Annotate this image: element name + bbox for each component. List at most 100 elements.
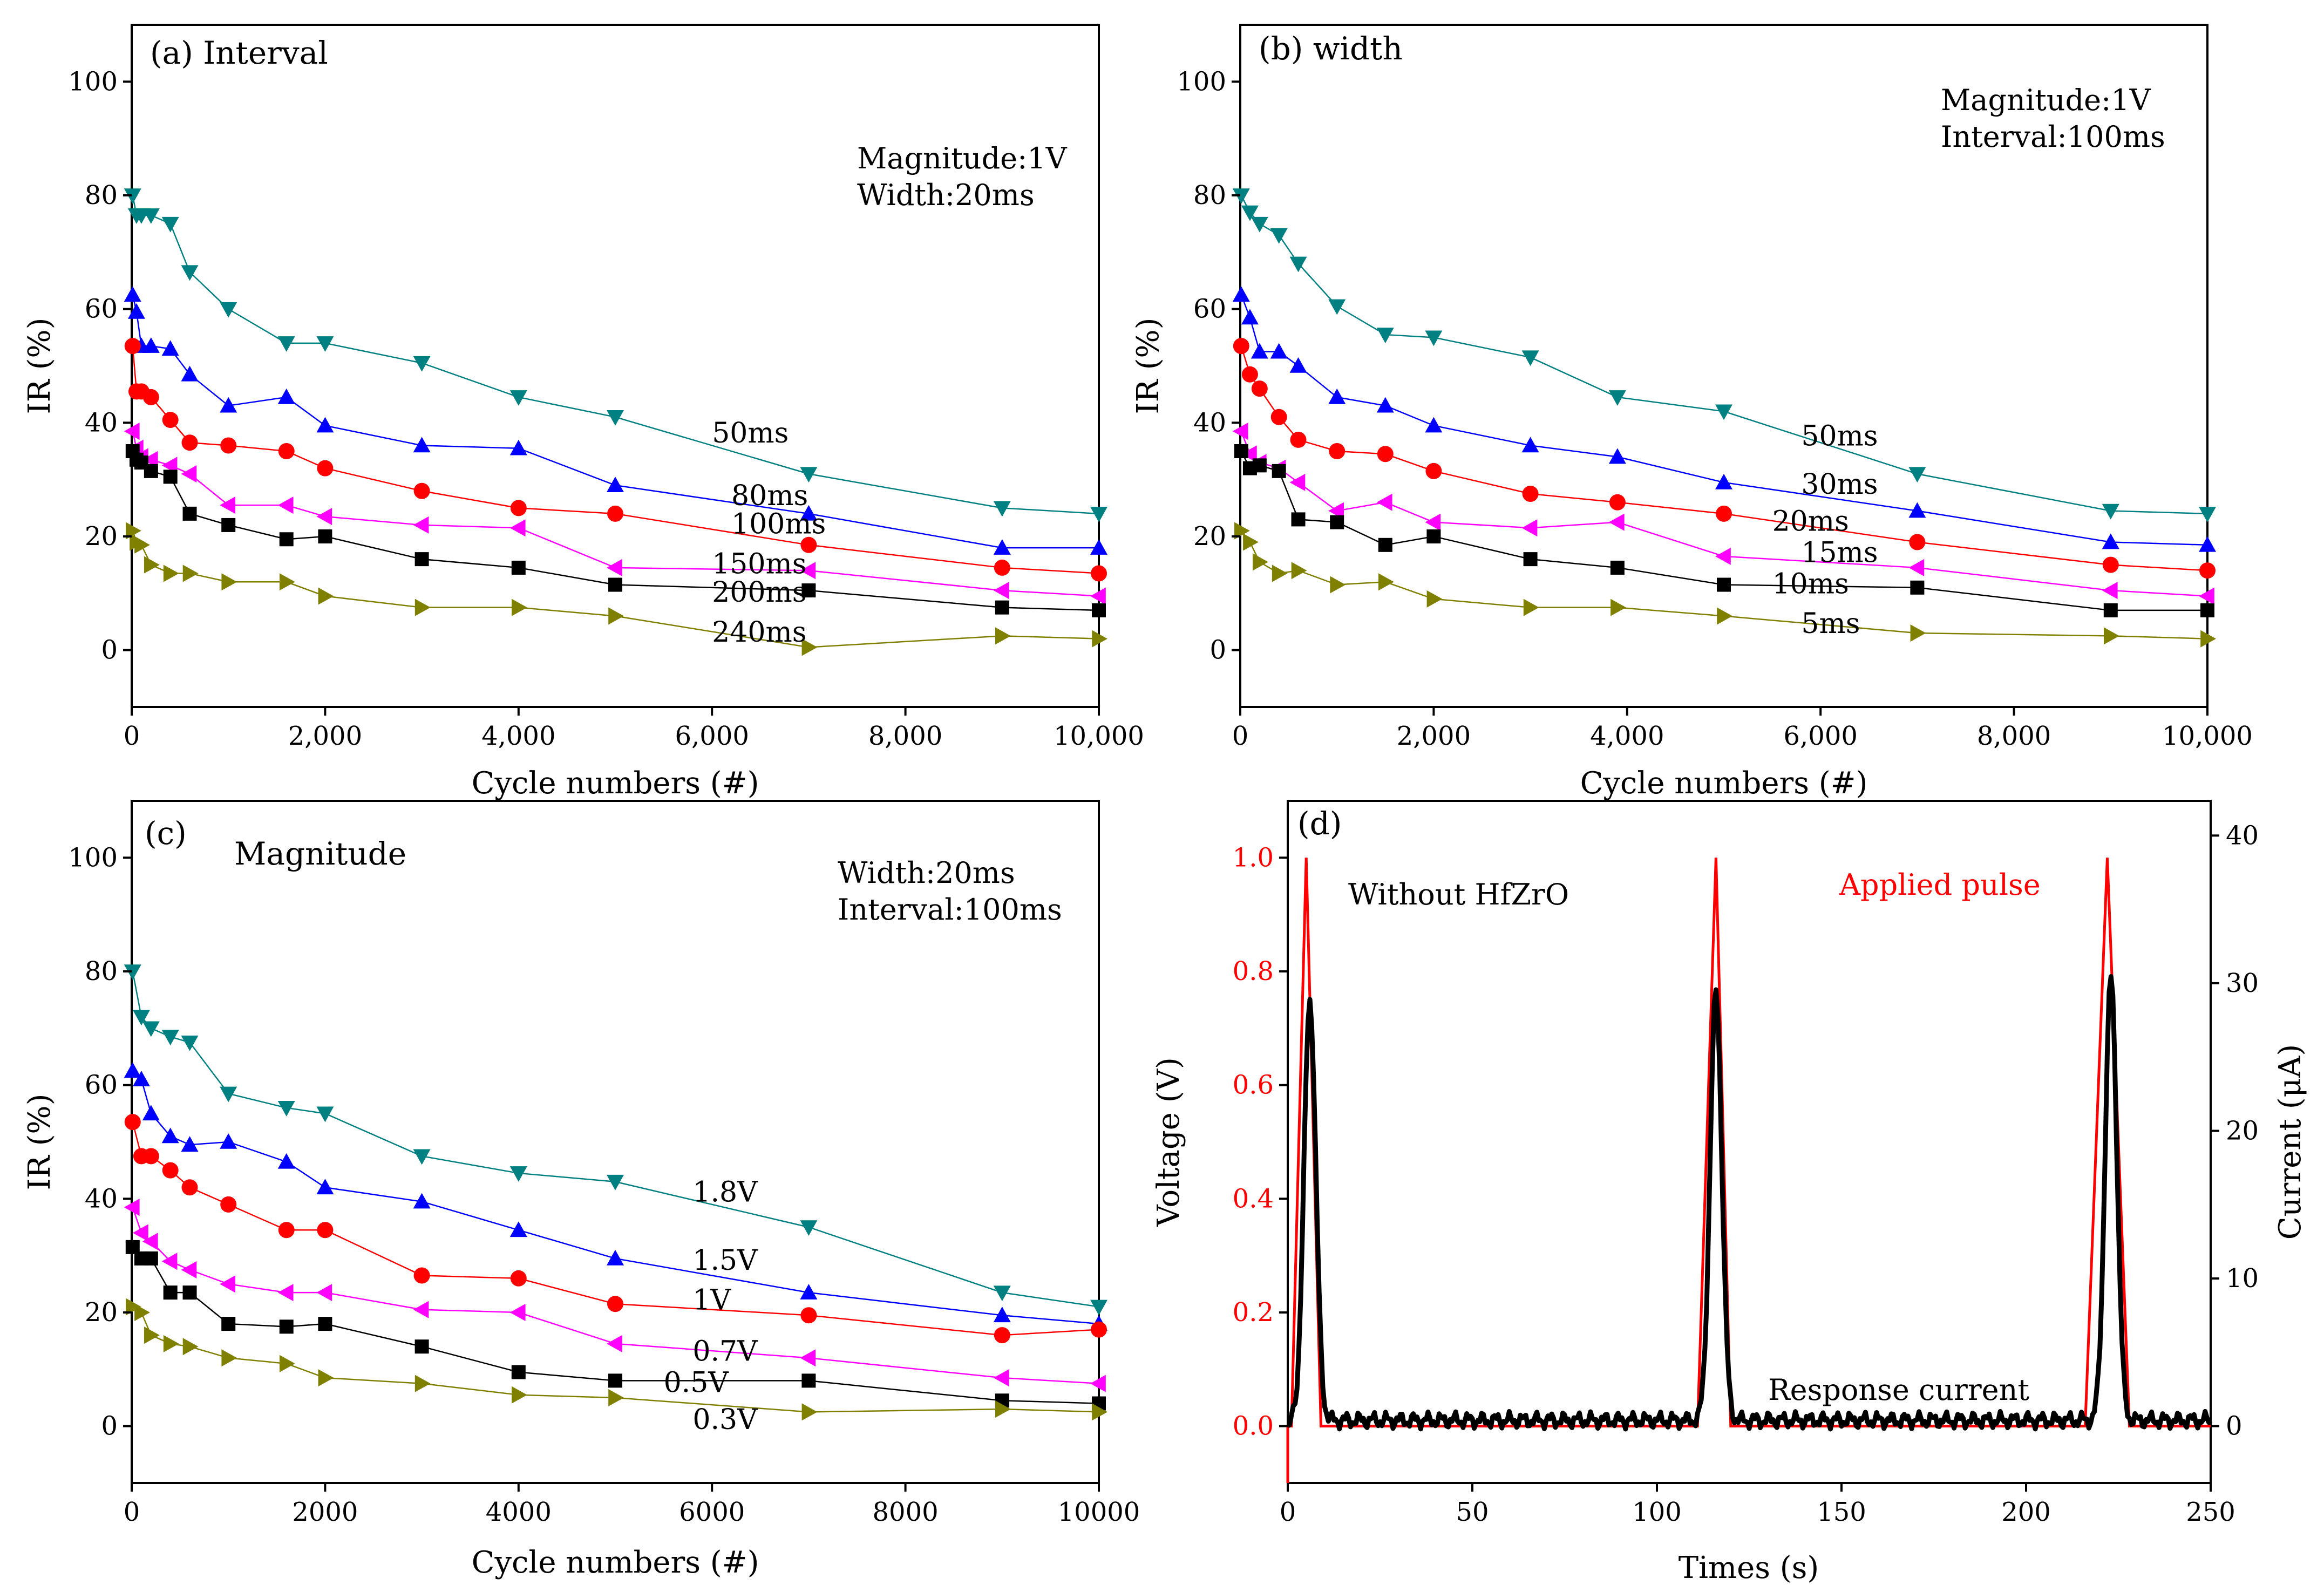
panel-d-y-tick-label: 1.0 bbox=[1233, 842, 1274, 873]
data-point-100ms bbox=[994, 559, 1010, 576]
panel-b-x-tick-label: 6,000 bbox=[1783, 721, 1857, 751]
panel-c-y-tick-label: 0 bbox=[101, 1411, 118, 1441]
data-point-5ms bbox=[1523, 598, 1539, 616]
panel-a-x-tick-label: 2,000 bbox=[288, 721, 362, 751]
data-point-05V bbox=[163, 1285, 178, 1300]
data-point-50ms bbox=[1241, 205, 1259, 221]
data-point-03V bbox=[134, 1304, 150, 1321]
panel-c-y-axis-label: IR (%) bbox=[22, 1094, 57, 1190]
panel-b-x-tick-label: 0 bbox=[1232, 721, 1249, 751]
data-point-150ms bbox=[316, 508, 332, 526]
data-point-15V bbox=[124, 1062, 141, 1078]
data-point-15ms bbox=[2102, 582, 2118, 600]
data-point-07V bbox=[161, 1253, 178, 1270]
data-point-07V bbox=[413, 1301, 429, 1318]
data-point-20ms bbox=[1425, 462, 1442, 479]
data-point-05V bbox=[801, 1373, 816, 1388]
data-point-05V bbox=[221, 1317, 236, 1331]
data-point-1V bbox=[510, 1270, 527, 1287]
data-point-200ms bbox=[163, 470, 178, 484]
data-point-240ms bbox=[279, 573, 295, 591]
data-point-50ms bbox=[1289, 256, 1307, 273]
series-label-18V: 1.8V bbox=[692, 1176, 758, 1209]
data-point-1V bbox=[220, 1196, 237, 1213]
data-point-20ms bbox=[1233, 338, 1249, 355]
panel-d-ticks: 0 50 100 150 200 250 0.0 0.2 0.4 0.6 0.8 1.0 0 10 20 30… bbox=[1233, 820, 2259, 1527]
data-point-20ms bbox=[1377, 446, 1394, 462]
response-current-line bbox=[1287, 974, 2213, 1432]
data-point-30ms bbox=[1251, 343, 1268, 359]
data-point-50ms bbox=[607, 410, 624, 426]
panel-d-y-tick-label: 0.2 bbox=[1233, 1297, 1274, 1328]
panel-b-x-tick-label: 10,000 bbox=[2162, 721, 2253, 751]
data-point-15V bbox=[607, 1249, 624, 1266]
data-point-200ms bbox=[414, 552, 429, 567]
panel-c-marks: 1.8V 1.5V 1V 0.7V0.5V 0.3V bbox=[124, 964, 1107, 1436]
data-point-03V bbox=[1092, 1403, 1107, 1421]
data-point-50ms bbox=[1521, 350, 1539, 366]
data-point-07V bbox=[607, 1335, 622, 1352]
data-point-18V bbox=[220, 1086, 237, 1103]
data-point-10ms bbox=[1717, 577, 1731, 592]
panel-b-x-tick-label: 2,000 bbox=[1397, 721, 1471, 751]
data-point-30ms bbox=[1328, 388, 1346, 404]
data-point-05V bbox=[182, 1285, 197, 1300]
panel-a-y-tick-label: 40 bbox=[85, 407, 118, 438]
panel-b-y-tick-label: 20 bbox=[1193, 521, 1226, 552]
data-point-50ms bbox=[1232, 188, 1250, 204]
data-point-03V bbox=[801, 1403, 818, 1421]
data-point-15V bbox=[993, 1307, 1011, 1323]
data-point-10ms bbox=[2103, 603, 2118, 617]
data-point-30ms bbox=[2102, 533, 2119, 549]
data-point-03V bbox=[279, 1355, 295, 1372]
data-point-150ms bbox=[509, 519, 526, 537]
data-point-03V bbox=[995, 1400, 1011, 1418]
data-point-30ms bbox=[1232, 286, 1250, 302]
data-point-50ms bbox=[1251, 216, 1268, 233]
data-point-30ms bbox=[1715, 473, 1732, 489]
data-point-07V bbox=[509, 1304, 526, 1321]
panel-c-x-tick-label: 6000 bbox=[679, 1497, 745, 1527]
data-point-240ms bbox=[318, 587, 334, 605]
data-point-10ms bbox=[2200, 603, 2214, 617]
data-point-20ms bbox=[1609, 494, 1626, 511]
data-point-5ms bbox=[1717, 607, 1732, 625]
panel-b-ticks: 0 2,000 4,000 6,000 8,000 10,000 0 20 40 60 80 100 bbox=[1177, 66, 2253, 751]
data-point-18V bbox=[181, 1035, 199, 1051]
data-point-240ms bbox=[608, 607, 624, 625]
data-point-03V bbox=[125, 1298, 141, 1316]
panel-a-x-axis-label: Cycle numbers (#) bbox=[472, 766, 759, 801]
panel-a-y-tick-label: 60 bbox=[85, 294, 118, 324]
panel-a-y-tick-label: 80 bbox=[85, 180, 118, 210]
data-point-10ms bbox=[1234, 444, 1248, 458]
panel-a-ticks: 0 2,000 4,000 6,000 8,000 10,000 0 20 40 60 80 100 bbox=[68, 66, 1144, 751]
data-point-07V bbox=[220, 1275, 235, 1293]
data-point-50ms bbox=[1328, 299, 1346, 315]
data-point-20ms bbox=[1251, 380, 1268, 397]
data-point-15ms bbox=[1521, 519, 1538, 537]
panel-d-x-tick-label: 150 bbox=[1817, 1497, 1866, 1527]
data-point-80ms bbox=[161, 340, 179, 356]
data-point-50ms bbox=[1376, 328, 1394, 344]
data-point-5ms bbox=[2200, 630, 2216, 648]
data-point-15ms bbox=[1241, 445, 1257, 463]
data-point-5ms bbox=[1234, 522, 1250, 540]
panel-d-plot-frame bbox=[1287, 800, 2212, 1484]
series-label-10ms: 10ms bbox=[1772, 568, 1849, 600]
data-point-18V bbox=[993, 1285, 1011, 1302]
panel-d-text-response-current: Response current bbox=[1768, 1373, 2029, 1407]
data-point-50ms bbox=[1090, 507, 1107, 522]
data-point-15V bbox=[413, 1193, 431, 1209]
series-label-5ms: 5ms bbox=[1801, 608, 1860, 640]
panel-d-y-tick-label: 0.4 bbox=[1233, 1183, 1274, 1214]
data-point-18V bbox=[1090, 1300, 1107, 1316]
data-point-1V bbox=[181, 1179, 198, 1196]
data-point-10ms bbox=[1252, 458, 1267, 473]
data-point-05V bbox=[608, 1373, 622, 1388]
data-point-150ms bbox=[220, 496, 235, 514]
data-point-200ms bbox=[182, 506, 197, 521]
data-point-150ms bbox=[607, 559, 622, 576]
panel-c-y-tick-label: 100 bbox=[68, 842, 118, 873]
data-point-80ms bbox=[142, 337, 160, 353]
